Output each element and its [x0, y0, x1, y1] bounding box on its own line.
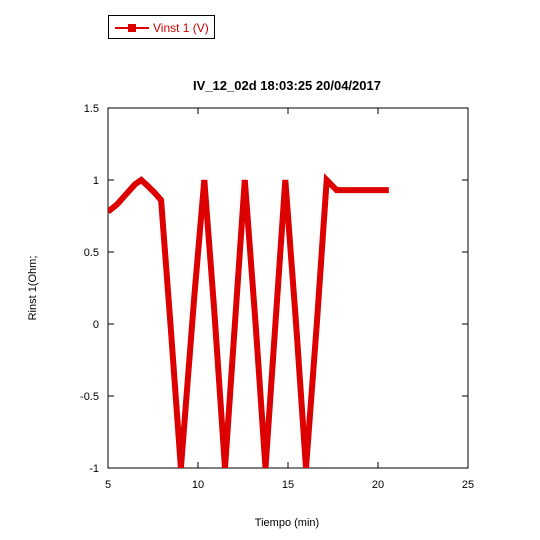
series-layer [108, 173, 389, 468]
series-line-0 [108, 173, 389, 468]
y-tick-label: 1 [93, 175, 99, 187]
plot-border [107, 107, 469, 469]
x-axis-label: Tiempo (min) [255, 517, 319, 529]
chart-legend: Vinst 1 (V) [108, 15, 215, 39]
chart-title: IV_12_02d 18:03:25 20/04/2017 [193, 78, 381, 93]
y-tick-label: -1 [89, 463, 99, 475]
axis-ticks: 5 10 15 20 25 1.5 1 0.5 0 -0.5 -1 [80, 103, 474, 491]
y-axis-label: Rinst 1(Ohm; [27, 256, 39, 321]
y-tick-label: -0.5 [80, 391, 99, 403]
plot-frame [107, 107, 469, 469]
x-tick-label: 20 [372, 479, 384, 491]
x-tick-label: 25 [462, 479, 474, 491]
x-tick-label: 15 [282, 479, 294, 491]
y-tick-label: 0 [93, 319, 99, 331]
legend-label: Vinst 1 (V) [153, 21, 209, 35]
x-tick-label: 10 [192, 479, 204, 491]
x-tick-label: 5 [105, 479, 111, 491]
legend-swatch [115, 24, 149, 32]
y-tick-label: 0.5 [84, 247, 99, 259]
y-tick-label: 1.5 [84, 103, 99, 115]
